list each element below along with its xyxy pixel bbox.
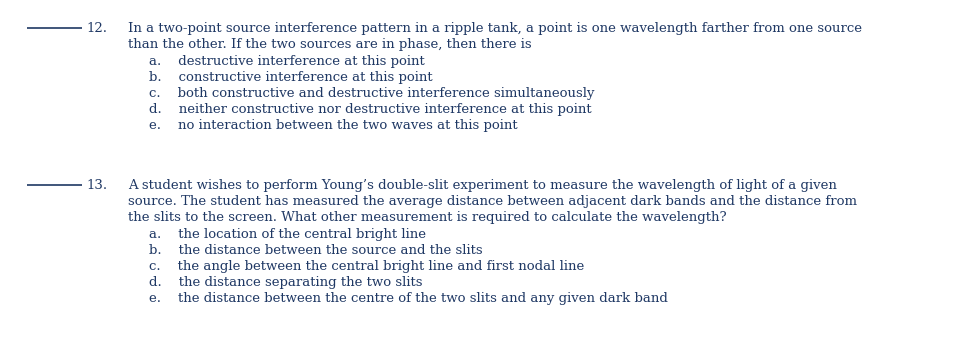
Text: 13.: 13. — [86, 179, 108, 192]
Text: e.    no interaction between the two waves at this point: e. no interaction between the two waves … — [149, 119, 518, 132]
Text: A student wishes to perform Young’s double-slit experiment to measure the wavele: A student wishes to perform Young’s doub… — [128, 179, 837, 192]
Text: b.    constructive interference at this point: b. constructive interference at this poi… — [149, 71, 432, 84]
Text: d.    neither constructive nor destructive interference at this point: d. neither constructive nor destructive … — [149, 103, 592, 116]
Text: 12.: 12. — [86, 22, 108, 35]
Text: e.    the distance between the centre of the two slits and any given dark band: e. the distance between the centre of th… — [149, 292, 668, 305]
Text: than the other. If the two sources are in phase, then there is: than the other. If the two sources are i… — [128, 38, 531, 51]
Text: In a two-point source interference pattern in a ripple tank, a point is one wave: In a two-point source interference patte… — [128, 22, 862, 35]
Text: the slits to the screen. What other measurement is required to calculate the wav: the slits to the screen. What other meas… — [128, 211, 727, 224]
Text: d.    the distance separating the two slits: d. the distance separating the two slits — [149, 276, 423, 289]
Text: a.    destructive interference at this point: a. destructive interference at this poin… — [149, 55, 425, 68]
Text: b.    the distance between the source and the slits: b. the distance between the source and t… — [149, 244, 482, 257]
Text: c.    the angle between the central bright line and first nodal line: c. the angle between the central bright … — [149, 260, 584, 273]
Text: a.    the location of the central bright line: a. the location of the central bright li… — [149, 228, 426, 241]
Text: source. The student has measured the average distance between adjacent dark band: source. The student has measured the ave… — [128, 195, 857, 208]
Text: c.    both constructive and destructive interference simultaneously: c. both constructive and destructive int… — [149, 87, 595, 100]
